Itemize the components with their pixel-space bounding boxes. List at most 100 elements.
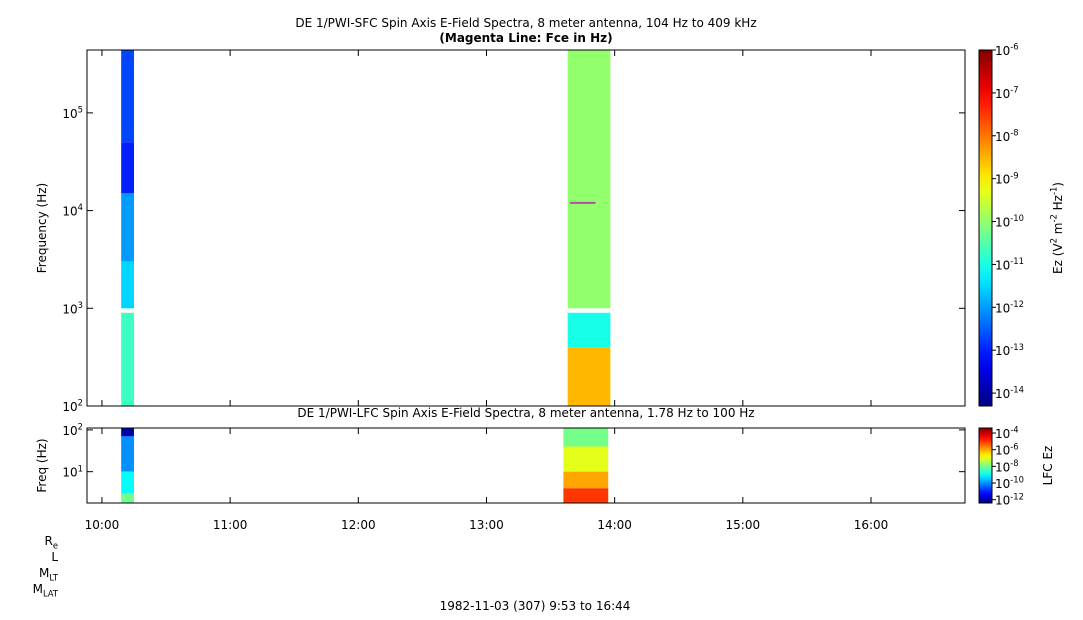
y-tick-label: 105 bbox=[62, 104, 83, 120]
colorbar-label-part: 2 bbox=[1049, 238, 1059, 243]
spectrum-cell bbox=[121, 471, 134, 494]
colorbar-tick-label-part: -7 bbox=[1010, 84, 1018, 94]
spectrum-cell bbox=[121, 50, 134, 143]
colorbar-tick-label-part: -10 bbox=[1010, 213, 1024, 223]
chart-title: DE 1/PWI-SFC Spin Axis E-Field Spectra, … bbox=[295, 16, 756, 30]
ephemeris-label-part: LT bbox=[49, 573, 59, 583]
y-tick-label-part: 2 bbox=[78, 421, 83, 431]
x-tick-label: 15:00 bbox=[726, 518, 761, 532]
y-tick-label-part: 3 bbox=[78, 300, 83, 310]
colorbar-label-part: Ez (V bbox=[1051, 243, 1065, 274]
colorbar-tick-label: 10-12 bbox=[995, 299, 1024, 315]
spectrum-cell bbox=[567, 50, 611, 309]
colorbar-tick-label: 10-7 bbox=[995, 84, 1019, 100]
colorbar-tick-label-part: 10 bbox=[995, 460, 1010, 474]
ephemeris-label: MLT bbox=[39, 566, 59, 583]
y-tick-label-part: 10 bbox=[62, 107, 77, 121]
spectrum-cell bbox=[121, 312, 134, 406]
colorbar-tick-label-part: 10 bbox=[995, 301, 1010, 315]
colorbar-tick-label: 10-4 bbox=[995, 425, 1019, 441]
colorbar-tick-label-part: -12 bbox=[1010, 491, 1024, 501]
y-tick-label-part: 5 bbox=[78, 104, 83, 114]
colorbar-tick-label-part: 10 bbox=[995, 344, 1010, 358]
colorbar-tick-label: 10-9 bbox=[995, 170, 1019, 186]
ephemeris-label: L bbox=[51, 550, 58, 564]
y-tick-label: 103 bbox=[62, 300, 83, 316]
x-tick-label: 13:00 bbox=[469, 518, 504, 532]
colorbar-tick-label: 10-10 bbox=[995, 475, 1024, 491]
spectrum-cell bbox=[567, 347, 611, 406]
colorbar-tick-label-part: 10 bbox=[995, 494, 1010, 508]
ephemeris-label-part: M bbox=[39, 566, 49, 580]
colorbar-label-part: Hz bbox=[1051, 195, 1065, 214]
y-tick-label-part: 2 bbox=[78, 398, 83, 408]
colorbar-tick-label-part: -4 bbox=[1010, 425, 1018, 435]
colorbar-tick-label-part: -14 bbox=[1010, 385, 1024, 395]
colorbar-tick-label: 10-14 bbox=[995, 385, 1024, 401]
colorbar-tick-label-part: -9 bbox=[1010, 170, 1018, 180]
ephemeris-label-part: R bbox=[45, 534, 53, 548]
y-tick-label: 102 bbox=[62, 421, 83, 437]
spectrum-cell bbox=[563, 446, 609, 472]
chart-subtitle: (Magenta Line: Fce in Hz) bbox=[439, 31, 612, 45]
colorbar-tick-label: 10-8 bbox=[995, 127, 1019, 143]
colorbar bbox=[978, 427, 993, 504]
x-tick-label: 10:00 bbox=[85, 518, 120, 532]
colorbar-tick-label-part: 10 bbox=[995, 427, 1010, 441]
colorbar-tick-label: 10-13 bbox=[995, 342, 1024, 358]
colorbar-tick-label-part: -8 bbox=[1010, 458, 1018, 468]
colorbar-tick-label-part: -8 bbox=[1010, 127, 1018, 137]
y-tick-label-part: 10 bbox=[62, 400, 77, 414]
y-tick-label: 101 bbox=[62, 463, 83, 479]
colorbar-tick-label: 10-12 bbox=[995, 491, 1024, 507]
spectrum-cell bbox=[121, 142, 134, 194]
colorbar-tick-label-part: 10 bbox=[995, 44, 1010, 58]
colorbar-tick-label-part: -6 bbox=[1010, 441, 1018, 451]
colorbar-label: Ez (V2 m-2 Hz-1) bbox=[1049, 182, 1065, 274]
spectrum-cell bbox=[121, 261, 134, 309]
colorbar-tick-label-part: 10 bbox=[995, 173, 1010, 187]
spectrum-cell bbox=[567, 312, 611, 348]
colorbar-tick-label-part: 10 bbox=[995, 130, 1010, 144]
colorbar-tick-label-part: 10 bbox=[995, 444, 1010, 458]
y-tick-label: 102 bbox=[62, 398, 83, 414]
spectrum-cell bbox=[563, 488, 609, 503]
colorbar-tick-label: 10-11 bbox=[995, 256, 1024, 272]
y-tick-label-part: 10 bbox=[62, 205, 77, 219]
colorbar-tick-label: 10-8 bbox=[995, 458, 1019, 474]
x-tick-label: 11:00 bbox=[213, 518, 248, 532]
x-tick-label: 16:00 bbox=[854, 518, 889, 532]
ephemeris-label-part: L bbox=[51, 550, 58, 564]
x-tick-label: 12:00 bbox=[341, 518, 376, 532]
spectrum-cell bbox=[563, 428, 609, 447]
colorbar-tick-label-part: -11 bbox=[1010, 256, 1024, 266]
colorbar-tick-label: 10-6 bbox=[995, 42, 1019, 58]
x-tick-label: 14:00 bbox=[597, 518, 632, 532]
colorbar-tick-label-part: 10 bbox=[995, 258, 1010, 272]
colorbar-tick-label-part: -13 bbox=[1010, 342, 1024, 352]
ephemeris-label-part: M bbox=[33, 582, 43, 596]
colorbar-label: LFC Ez bbox=[1041, 446, 1055, 486]
colorbar-label-part: -2 bbox=[1049, 214, 1059, 222]
colorbar-label-part: -1 bbox=[1049, 187, 1059, 195]
ephemeris-label: Re bbox=[45, 534, 59, 551]
colorbar-label-part: ) bbox=[1051, 182, 1065, 187]
spectrum-cell bbox=[563, 471, 609, 489]
colorbar-label-part: m bbox=[1051, 223, 1065, 239]
y-tick-label-part: 4 bbox=[78, 202, 83, 212]
y-tick-label-part: 10 bbox=[62, 466, 77, 480]
colorbar-tick-label-part: 10 bbox=[995, 477, 1010, 491]
colorbar-tick-label-part: -10 bbox=[1010, 475, 1024, 485]
spectrum-cell bbox=[121, 193, 134, 262]
colorbar-tick-label: 10-6 bbox=[995, 441, 1019, 457]
plot-frame bbox=[86, 427, 966, 504]
colorbar-tick-label-part: 10 bbox=[995, 87, 1010, 101]
colorbar-tick-label-part: -6 bbox=[1010, 42, 1018, 52]
y-axis-label: Freq (Hz) bbox=[35, 438, 49, 492]
spectrum-cell bbox=[121, 428, 134, 437]
spectrum-cell bbox=[121, 436, 134, 472]
x-axis-label: 1982-11-03 (307) 9:53 to 16:44 bbox=[440, 599, 631, 613]
plot-frame bbox=[86, 49, 966, 407]
colorbar-label-part: LFC Ez bbox=[1041, 446, 1055, 486]
colorbar-tick-label: 10-10 bbox=[995, 213, 1024, 229]
